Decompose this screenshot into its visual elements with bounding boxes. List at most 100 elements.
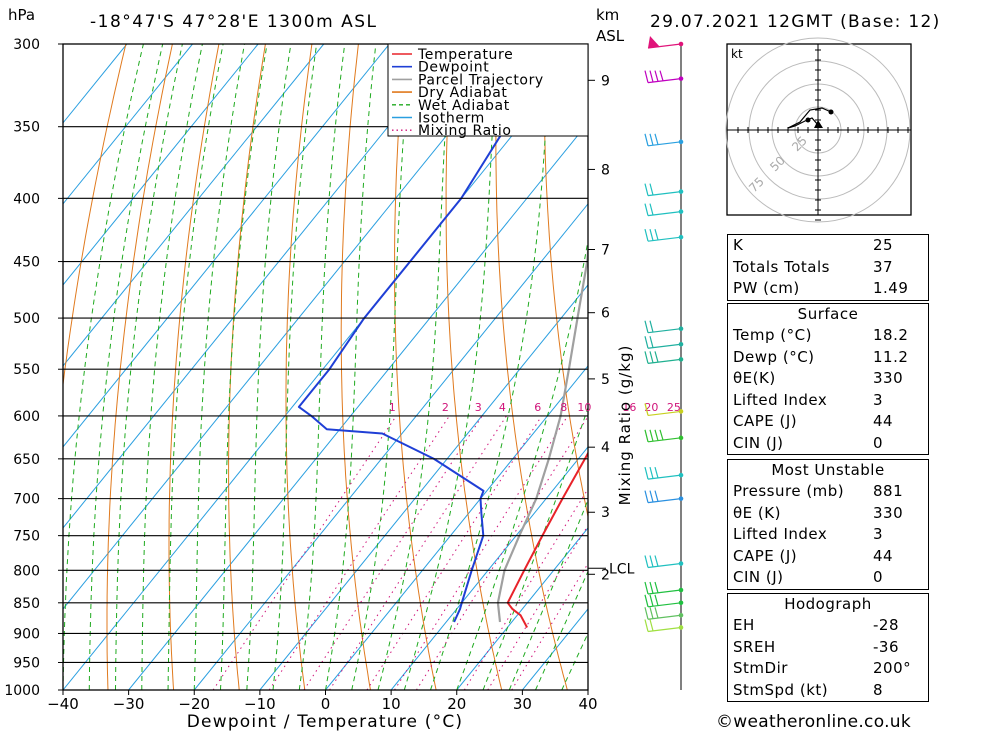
wet-adiabat-line <box>220 44 268 690</box>
dry-adiabat-line <box>285 44 313 690</box>
wind-barb <box>654 229 659 241</box>
pressure-tick-label: 800 <box>13 563 40 579</box>
wind-barb <box>644 229 649 242</box>
wind-barb <box>644 581 649 595</box>
wind-barb <box>654 351 659 363</box>
wind-barb-staff <box>647 437 682 443</box>
km-tick-label: 5 <box>601 372 610 388</box>
wet-adiabat-line <box>377 44 452 690</box>
wind-barb <box>644 133 649 146</box>
wind-barb-staff <box>647 236 682 242</box>
pressure-tick-label: 550 <box>13 362 40 378</box>
wind-barb-staff <box>647 474 682 480</box>
index-row-k: K 25 <box>733 236 894 254</box>
km-tick-label: 9 <box>601 73 610 89</box>
pressure-tick-label: 950 <box>13 655 40 671</box>
x-tick-label: 10 <box>382 695 401 713</box>
dry-adiabat-line <box>963 44 1000 690</box>
datetime-title: 29.07.2021 12GMT (Base: 12) <box>650 12 941 32</box>
wind-barb <box>644 183 649 196</box>
isotherm-line <box>63 44 456 529</box>
temperature-line <box>506 451 588 628</box>
dewpoint-line <box>297 44 581 623</box>
dry-adiabat-line <box>106 44 173 690</box>
surface-row: θE(K) 330 <box>733 369 904 387</box>
pressure-tick-label: 900 <box>13 626 40 642</box>
hodograph-table-title: Hodograph <box>784 595 872 613</box>
wind-barb <box>644 619 649 632</box>
wind-barb <box>649 429 654 442</box>
wet-adiabat-line <box>193 44 245 690</box>
most-unstable-row: Pressure (mb) 881 <box>733 482 904 500</box>
isotherm-line <box>63 44 587 690</box>
wind-barb <box>654 490 659 502</box>
surface-table: Surface Temp (°C) 18.2 Dewp (°C) 11.2 θE(K… <box>727 303 929 455</box>
wind-barb-staff <box>647 562 682 569</box>
index-row-pw: PW (cm) 1.49 <box>733 279 909 297</box>
wet-adiabat-line <box>298 44 346 690</box>
x-tick-label: −10 <box>244 695 276 713</box>
km-tick-label: 3 <box>601 505 610 521</box>
wet-adiabat-line <box>403 44 498 690</box>
watermark[interactable]: ©weatheronline.co.uk <box>716 712 912 732</box>
isotherm-line <box>63 44 522 610</box>
pressure-tick-label: 600 <box>13 409 40 425</box>
dry-adiabat-line <box>917 44 1000 690</box>
mixing-ratio-label: 4 <box>499 401 506 414</box>
wind-barb-staff <box>647 343 682 349</box>
wind-barb <box>644 336 649 349</box>
legend-item-label: Mixing Ratio <box>418 123 512 139</box>
mixing-ratio-label: 10 <box>577 401 591 414</box>
wet-adiabat-line <box>141 44 203 690</box>
dry-adiabat-line <box>228 44 266 690</box>
wind-barb <box>649 607 654 619</box>
hpa-axis-title: hPa <box>8 6 35 24</box>
wind-barb <box>654 594 659 606</box>
wind-barb <box>649 183 654 196</box>
wind-barb <box>649 351 654 363</box>
pressure-tick-label: 1000 <box>4 683 40 699</box>
wind-barb <box>654 607 659 619</box>
wind-barb-staff <box>647 78 682 84</box>
wind-barb-staff <box>647 589 682 595</box>
x-tick-label: 20 <box>447 695 466 713</box>
wind-level-dot <box>678 76 684 81</box>
x-axis-title: Dewpoint / Temperature (°C) <box>187 712 463 732</box>
wind-barb-staff <box>647 498 682 504</box>
legend-item-label: Isotherm <box>418 111 485 127</box>
wind-barb-staff <box>647 358 682 364</box>
wet-adiabat-line <box>167 44 224 690</box>
wind-barb <box>644 351 649 364</box>
indices-table: K 25 Totals Totals 37 PW (cm) 1.49 <box>727 234 929 301</box>
mixing-ratio-line <box>394 415 569 690</box>
pressure-tick-label: 700 <box>13 492 40 508</box>
wind-barb <box>654 429 659 441</box>
surface-row: Lifted Index 3 <box>733 390 884 409</box>
wind-barb <box>649 203 654 216</box>
wet-adiabat-line <box>63 44 144 690</box>
wind-barb <box>649 619 654 632</box>
surface-title: Surface <box>797 305 859 323</box>
pressure-tick-label: 350 <box>13 120 40 136</box>
legend-item-label: Temperature <box>417 47 513 63</box>
wind-barb <box>649 490 654 503</box>
surface-row: Dewp (°C) 11.2 <box>733 347 909 366</box>
isotherm-line <box>128 122 588 690</box>
mixing-ratio-line <box>329 415 507 690</box>
pressure-tick-label: 750 <box>13 529 40 545</box>
most-unstable-title: Most Unstable <box>771 461 885 479</box>
wind-barb <box>649 555 654 568</box>
wet-adiabat-line <box>508 498 588 690</box>
mixing-ratio-line <box>366 415 543 690</box>
wet-adiabat-line <box>88 44 164 690</box>
mixing-ratio-label: 25 <box>667 401 681 414</box>
x-tick-label: −40 <box>47 695 79 713</box>
mixing-ratio-label: 1 <box>389 401 396 414</box>
mixing-ratio-line <box>303 415 483 690</box>
wind-barb <box>649 320 654 333</box>
most-unstable-row: CAPE (J) 44 <box>733 546 894 565</box>
legend-box <box>387 43 589 137</box>
isotherm-line <box>63 44 259 286</box>
asl-axis-title: ASL <box>596 27 625 45</box>
